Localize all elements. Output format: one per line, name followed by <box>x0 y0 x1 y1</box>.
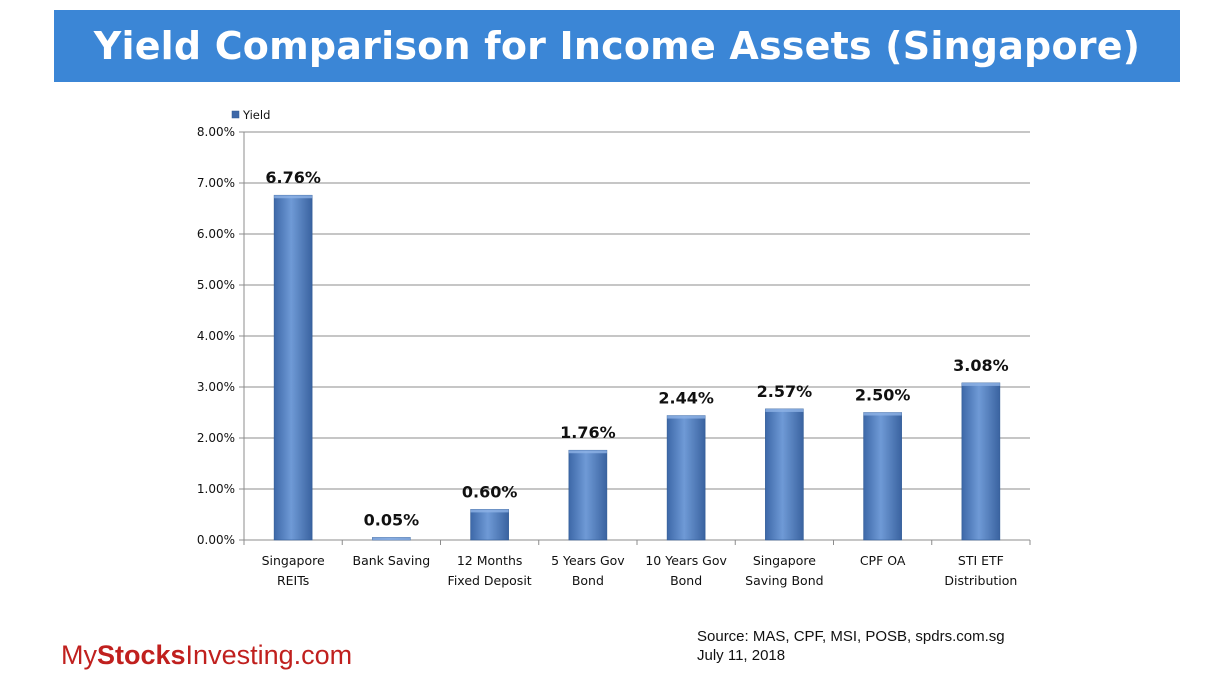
data-label: 0.60% <box>462 482 518 501</box>
x-tick-label: REITs <box>277 573 309 588</box>
brand-part-my: My <box>61 640 97 670</box>
x-tick-label: CPF OA <box>860 553 906 568</box>
bar-top-highlight <box>470 509 509 513</box>
y-tick-label: 5.00% <box>197 278 235 292</box>
bar <box>273 194 313 541</box>
y-tick-label: 2.00% <box>197 431 235 445</box>
bar-top-highlight <box>863 412 902 416</box>
y-tick-label: 0.00% <box>197 533 235 547</box>
x-tick-label: Bank Saving <box>353 553 431 568</box>
bars <box>273 194 1001 541</box>
bar <box>961 382 1001 541</box>
y-tick-label: 7.00% <box>197 176 235 190</box>
brand-part-investing: Investing.com <box>185 640 353 670</box>
axes: 0.00% 1.00% 2.00% 3.00% 4.00% 5.00% 6.00% 7.00%… <box>197 125 1031 588</box>
bar-top-highlight <box>568 450 607 454</box>
x-tick-label: Singapore <box>262 553 325 568</box>
data-label: 2.50% <box>855 386 911 405</box>
data-label: 2.44% <box>658 389 714 408</box>
data-labels: 6.76% 0.05% 0.60% 1.76% 2.44% 2.57% 2.50% 3.08% <box>265 168 1008 529</box>
bar <box>470 509 509 541</box>
bar-top-highlight <box>765 408 804 412</box>
bar-top-highlight <box>274 195 313 199</box>
source-text: Source: MAS, CPF, MSI, POSB, spdrs.com.s… <box>697 628 1005 645</box>
bar <box>568 449 608 541</box>
legend: Yield <box>231 108 270 122</box>
y-tick-label: 3.00% <box>197 380 235 394</box>
x-tick-label: Bond <box>670 573 702 588</box>
bar-top-highlight <box>667 415 706 419</box>
x-tick-label: 10 Years Gov <box>645 553 727 568</box>
brand-part-stocks: Stocks <box>97 640 186 670</box>
source-date: July 11, 2018 <box>697 647 786 664</box>
x-tick-label: 12 Months <box>457 553 523 568</box>
gridlines <box>244 131 1030 490</box>
x-tick-label: Fixed Deposit <box>448 573 532 588</box>
x-tick-label: Distribution <box>944 573 1017 588</box>
brand-logo-text: MyStocksInvesting.com <box>61 640 352 671</box>
bar-top-highlight <box>961 382 1000 386</box>
bar <box>863 412 902 541</box>
bar <box>666 415 706 541</box>
legend-label: Yield <box>242 108 270 122</box>
title-banner: Yield Comparison for Income Assets (Sing… <box>54 10 1180 82</box>
x-tick-label: STI ETF <box>958 553 1004 568</box>
y-tick-label: 6.00% <box>197 227 235 241</box>
y-tick-label: 4.00% <box>197 329 235 343</box>
bar-top-highlight <box>372 537 411 540</box>
x-tick-label: Bond <box>572 573 604 588</box>
y-tick-label: 8.00% <box>197 125 235 139</box>
bar <box>765 408 804 541</box>
page-title: Yield Comparison for Income Assets (Sing… <box>93 24 1141 68</box>
y-tick-label: 1.00% <box>197 482 235 496</box>
legend-swatch <box>231 110 240 119</box>
data-label: 6.76% <box>265 168 321 187</box>
x-tick-label: 5 Years Gov <box>551 553 625 568</box>
data-label: 0.05% <box>364 510 420 529</box>
source-note: Source: MAS, CPF, MSI, POSB, spdrs.com.s… <box>697 627 1005 665</box>
x-tick-label: Singapore <box>753 553 816 568</box>
x-tick-label: Saving Bond <box>745 573 823 588</box>
data-label: 1.76% <box>560 423 616 442</box>
data-label: 2.57% <box>757 382 813 401</box>
data-label: 3.08% <box>953 356 1009 375</box>
